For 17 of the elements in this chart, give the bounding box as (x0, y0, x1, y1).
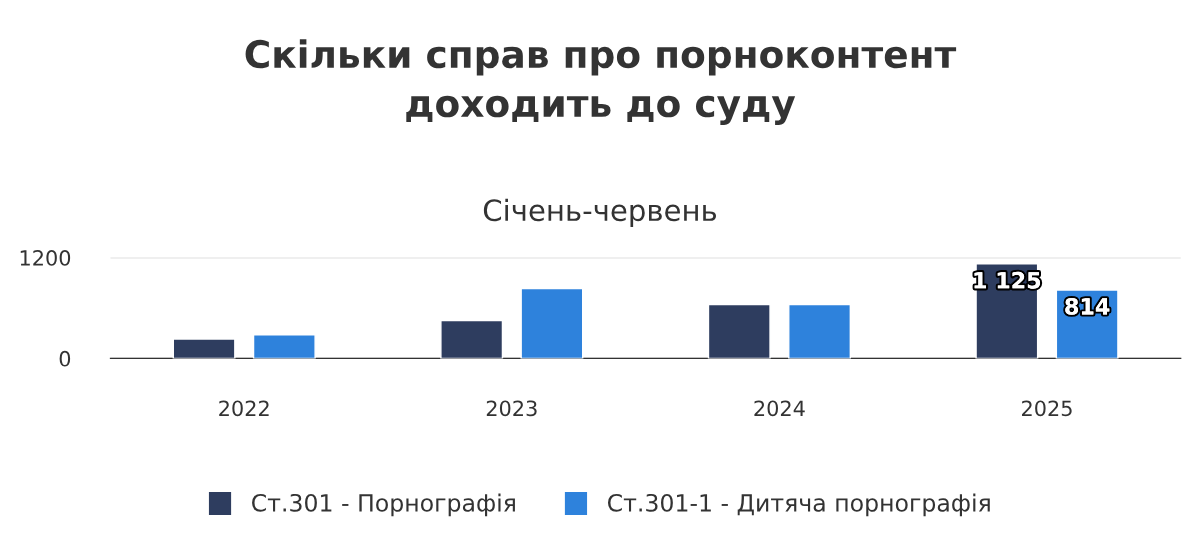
y-tick-label: 0 (59, 350, 71, 367)
bar (252, 334, 316, 359)
bar (707, 303, 771, 359)
bar (172, 338, 236, 359)
y-tick-label: 1200 (20, 250, 71, 266)
bar (520, 287, 584, 359)
x-tick-label: 2024 (754, 400, 805, 417)
x-tick-label: 2025 (1022, 400, 1072, 417)
chart-subtitle: Січень-червень (483, 198, 717, 227)
bar (788, 303, 852, 359)
chart-title: Скільки справ про порноконтент доходить до суду (245, 39, 957, 125)
bar (440, 319, 504, 359)
x-tick-label: 2023 (486, 400, 537, 417)
legend-label: Ст.301-1 - Дитяча порнографія (607, 493, 990, 517)
legend-label: Ст.301 - Порнографія (252, 493, 515, 517)
data-label: 814 (1065, 297, 1110, 315)
x-tick-label: 2022 (219, 400, 269, 417)
